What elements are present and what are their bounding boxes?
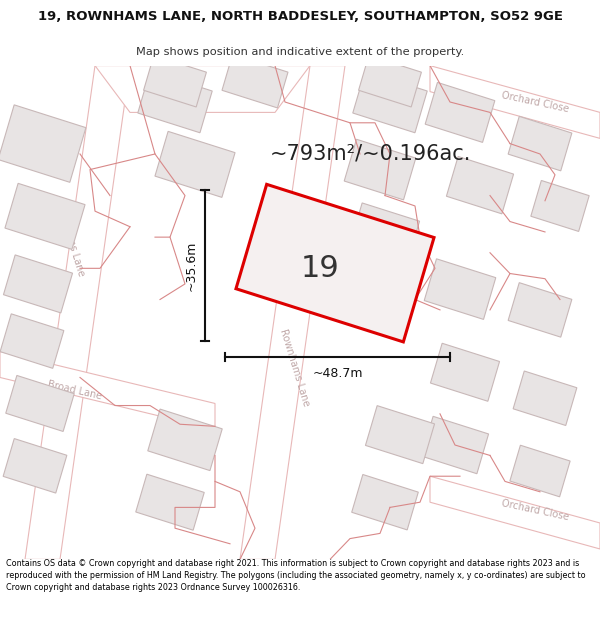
Polygon shape — [155, 131, 235, 198]
Text: ~48.7m: ~48.7m — [312, 367, 363, 380]
Polygon shape — [4, 255, 73, 313]
Text: ~35.6m: ~35.6m — [185, 241, 197, 291]
Polygon shape — [513, 371, 577, 426]
Text: ~793m²/~0.196ac.: ~793m²/~0.196ac. — [270, 144, 472, 164]
Text: Broad Lane: Broad Lane — [47, 379, 103, 401]
Text: 19, ROWNHAMS LANE, NORTH BADDESLEY, SOUTHAMPTON, SO52 9GE: 19, ROWNHAMS LANE, NORTH BADDESLEY, SOUT… — [37, 11, 563, 23]
Text: 19: 19 — [301, 254, 340, 283]
Polygon shape — [508, 116, 572, 171]
Text: Orchard Close: Orchard Close — [500, 90, 569, 114]
Polygon shape — [508, 282, 572, 337]
Polygon shape — [430, 343, 500, 401]
Polygon shape — [365, 406, 434, 464]
Polygon shape — [424, 259, 496, 319]
Polygon shape — [359, 56, 421, 107]
Polygon shape — [0, 105, 86, 182]
Polygon shape — [25, 66, 130, 559]
Polygon shape — [0, 351, 215, 429]
Polygon shape — [430, 66, 600, 138]
Polygon shape — [421, 416, 488, 474]
Polygon shape — [0, 314, 64, 368]
Polygon shape — [5, 183, 85, 249]
Polygon shape — [222, 54, 288, 108]
Polygon shape — [136, 474, 204, 530]
Polygon shape — [3, 439, 67, 493]
Polygon shape — [138, 71, 212, 132]
Polygon shape — [350, 203, 419, 261]
Polygon shape — [95, 66, 310, 112]
Text: Map shows position and indicative extent of the property.: Map shows position and indicative extent… — [136, 47, 464, 57]
Polygon shape — [425, 82, 495, 142]
Polygon shape — [6, 376, 74, 431]
Polygon shape — [531, 181, 589, 231]
Polygon shape — [446, 156, 514, 214]
Polygon shape — [236, 184, 434, 342]
Text: Rownhams Lane: Rownhams Lane — [53, 198, 86, 277]
Text: Rownhams Lane: Rownhams Lane — [278, 327, 311, 407]
Polygon shape — [344, 139, 416, 200]
Polygon shape — [353, 71, 427, 132]
Text: Contains OS data © Crown copyright and database right 2021. This information is : Contains OS data © Crown copyright and d… — [6, 559, 586, 592]
Polygon shape — [143, 56, 206, 107]
Polygon shape — [510, 445, 570, 497]
Polygon shape — [430, 476, 600, 549]
Polygon shape — [240, 66, 345, 559]
Polygon shape — [352, 474, 418, 530]
Polygon shape — [148, 409, 222, 471]
Text: Orchard Close: Orchard Close — [500, 499, 569, 522]
